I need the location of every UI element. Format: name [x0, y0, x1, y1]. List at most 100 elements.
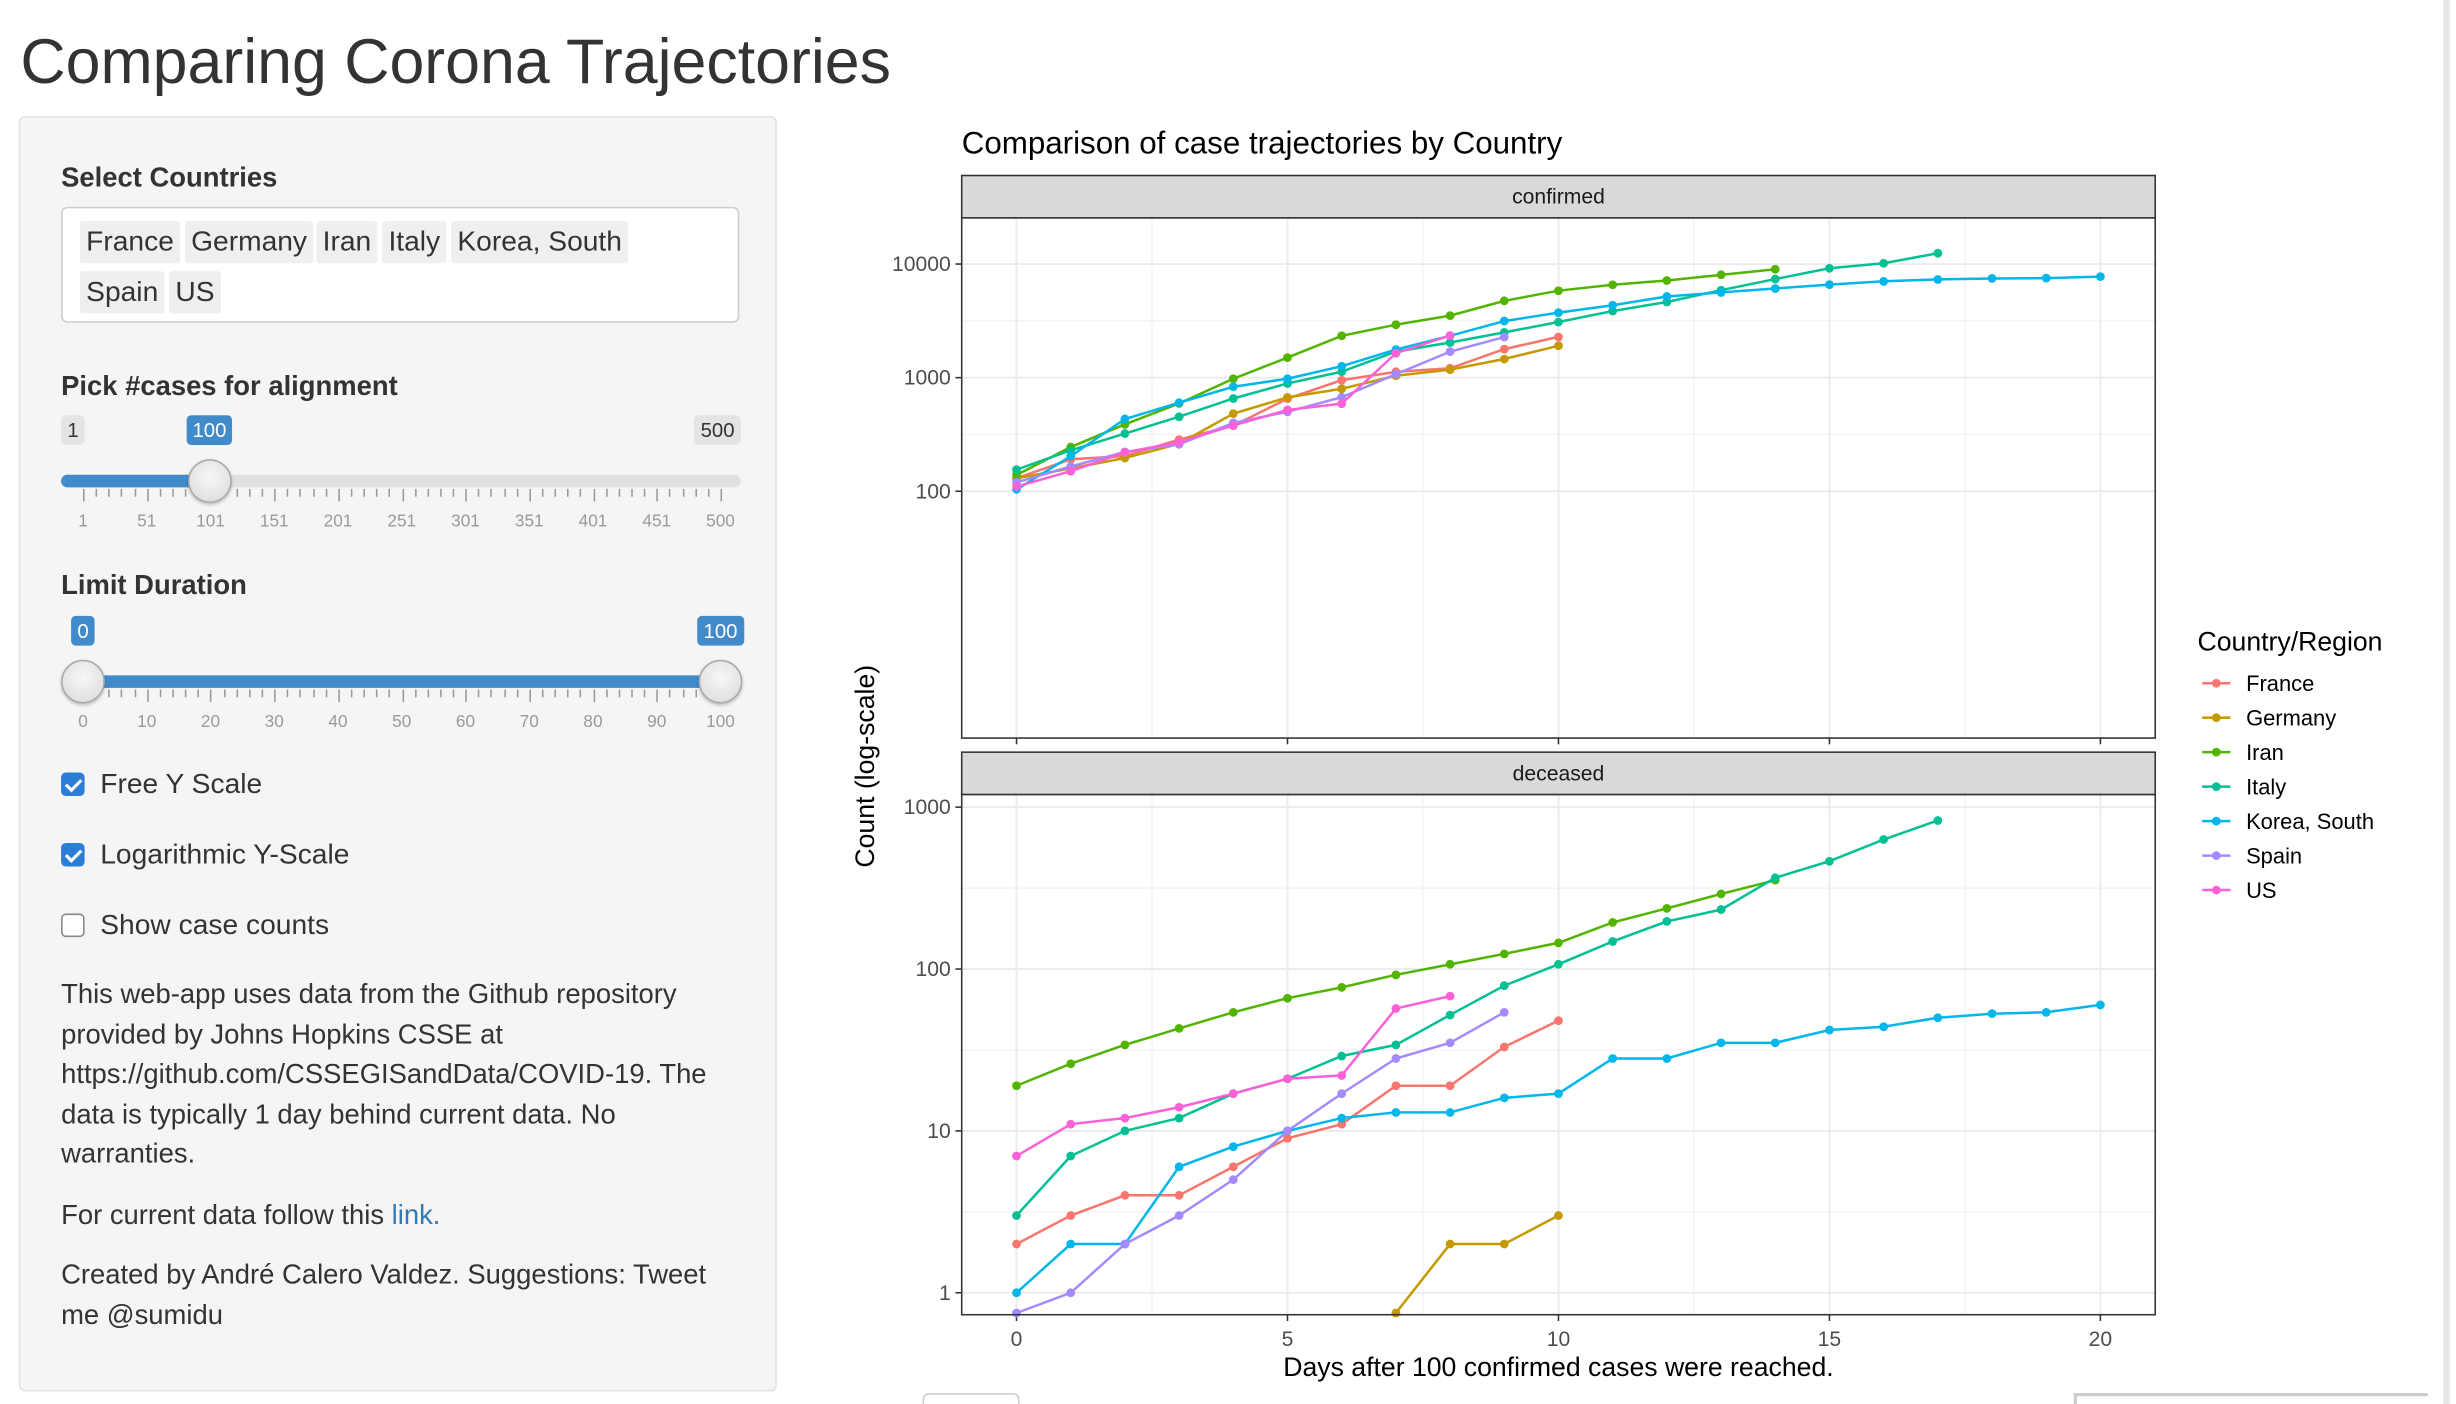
duration-label: Limit Duration — [61, 568, 247, 601]
data-point-korea-south — [1879, 1022, 1889, 1032]
slider-minor-tick — [541, 689, 544, 698]
slider-minor-tick — [108, 689, 111, 698]
slider-minor-tick — [235, 689, 238, 698]
page-scrollbar[interactable] — [2443, 0, 2450, 1404]
legend-item-france: France — [2202, 671, 2314, 696]
slider-minor-tick — [223, 689, 225, 698]
country-chip-france[interactable]: France — [79, 220, 181, 264]
x-tick-label: 15 — [1818, 1328, 1841, 1351]
slider-handle-to[interactable] — [698, 659, 743, 704]
slider-handle[interactable] — [187, 459, 232, 504]
free-y-scale-label[interactable]: Free Y Scale — [100, 767, 263, 800]
series-italy — [1012, 816, 1943, 1220]
slider-minor-tick — [261, 488, 264, 497]
data-point-us — [1174, 437, 1184, 447]
slider-tick-label: 100 — [706, 712, 735, 732]
data-point-spain — [1228, 1175, 1238, 1185]
legend-label: Iran — [2246, 740, 2284, 765]
data-point-korea-south — [1770, 1038, 1780, 1048]
slider-minor-tick — [643, 689, 646, 698]
slider-minor-tick — [121, 488, 123, 497]
duration-slider[interactable]: 0 100 0 10 20 30 40 50 60 70 80 90 100 — [61, 615, 744, 732]
data-point-germany — [1499, 1239, 1509, 1249]
slider-minor-tick — [184, 488, 187, 497]
slider-tick-label: 20 — [200, 712, 221, 732]
data-point-iran — [1445, 311, 1455, 321]
data-point-france — [1554, 332, 1563, 342]
log-y-scale-label[interactable]: Logarithmic Y-Scale — [100, 838, 350, 870]
data-point-korea-south — [1499, 316, 1509, 326]
country-chip-korea-south[interactable]: Korea, South — [451, 220, 629, 264]
slider-minor-tick — [299, 488, 302, 497]
data-point-iran — [1228, 1007, 1238, 1017]
data-point-spain — [1337, 392, 1347, 402]
country-chip-us[interactable]: US — [169, 271, 221, 314]
data-point-korea-south — [1391, 1108, 1401, 1117]
data-point-korea-south — [1174, 1162, 1184, 1172]
slider-tick — [274, 488, 276, 502]
data-point-us — [1174, 1102, 1184, 1112]
data-point-italy — [1716, 905, 1726, 914]
slider-minor-tick — [414, 689, 417, 698]
slider-minor-tick — [325, 488, 327, 497]
data-point-france — [1337, 1119, 1347, 1129]
data-point-france — [1499, 1042, 1509, 1052]
country-chip-iran[interactable]: Iran — [316, 220, 378, 264]
data-point-us — [1066, 466, 1076, 476]
slider-tick-label: 80 — [583, 712, 603, 732]
free-y-scale-checkbox[interactable] — [61, 772, 85, 797]
legend-label: Spain — [2246, 843, 2302, 868]
slider-minor-tick — [172, 488, 174, 497]
data-point-us — [1391, 348, 1401, 358]
country-chip-italy[interactable]: Italy — [382, 220, 447, 264]
data-point-korea-south — [1933, 275, 1943, 284]
data-point-iran — [1337, 983, 1347, 992]
slider-tick-label: 201 — [323, 512, 353, 532]
slider-tick-label: 401 — [578, 512, 608, 532]
data-point-spain — [1499, 1007, 1509, 1017]
data-point-korea-south — [1337, 361, 1347, 371]
slider-minor-tick — [248, 488, 251, 497]
country-chip-germany[interactable]: Germany — [184, 220, 314, 264]
data-point-italy — [1879, 835, 1889, 844]
slider-minor-tick — [618, 689, 621, 698]
y-tick-label: 1000 — [904, 367, 951, 390]
country-multiselect[interactable]: France Germany Iran Italy Korea, South S… — [61, 206, 740, 323]
series-line-spain — [1016, 1011, 1505, 1315]
data-point-italy — [1012, 465, 1021, 475]
slider-tick-label: 40 — [328, 712, 348, 732]
show-case-counts-label[interactable]: Show case counts — [100, 908, 330, 941]
facet-strip-label: confirmed — [1512, 186, 1605, 209]
legend-label: France — [2246, 671, 2314, 696]
bottom-button[interactable] — [922, 1393, 1020, 1404]
slider-minor-tick — [376, 488, 378, 497]
slider-tick-label: 1 — [78, 512, 88, 532]
alignment-label: Pick #cases for alignment — [61, 369, 398, 402]
data-point-germany — [1337, 384, 1347, 394]
current-data-link[interactable]: link. — [391, 1198, 441, 1231]
log-y-scale-checkbox[interactable] — [61, 843, 85, 867]
data-point-italy — [1066, 1151, 1076, 1161]
country-chip-spain[interactable]: Spain — [79, 271, 165, 314]
show-case-counts-checkbox[interactable] — [61, 913, 85, 938]
y-tick-label: 1 — [939, 1282, 951, 1305]
slider-handle-from[interactable] — [61, 659, 105, 704]
y-tick-label: 100 — [916, 958, 951, 981]
slider-tick — [465, 488, 468, 502]
data-point-iran — [1716, 889, 1726, 899]
data-point-iran — [1066, 1059, 1076, 1069]
slider-minor-tick — [172, 689, 174, 698]
data-point-spain — [1283, 1126, 1292, 1136]
data-point-iran — [1662, 903, 1672, 913]
slider-minor-tick — [682, 488, 684, 497]
facet-panel-confirmed: 100 1000 10000 confirmed — [892, 174, 2157, 745]
slider-minor-tick — [108, 488, 111, 497]
data-point-iran — [1445, 959, 1455, 969]
data-point-iran — [1283, 993, 1292, 1003]
slider-minor-tick — [478, 488, 480, 497]
data-point-iran — [1716, 270, 1726, 280]
legend-swatch-point — [2211, 678, 2221, 688]
data-point-us — [1283, 405, 1292, 415]
data-point-korea-south — [1987, 273, 1997, 283]
alignment-slider[interactable]: 1 500 100 1 51 101 151 201 251 301 351 401 451 500 — [61, 415, 741, 531]
